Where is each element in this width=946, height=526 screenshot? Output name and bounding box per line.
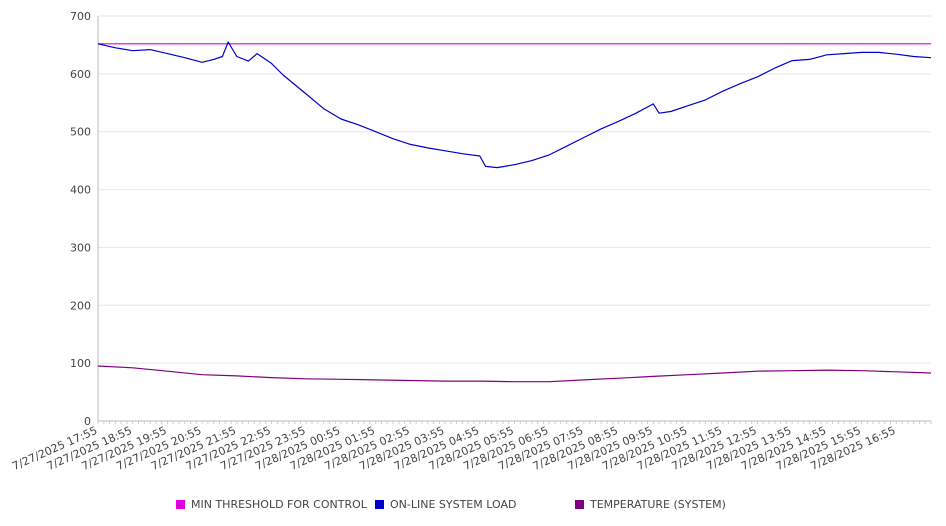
y-tick-label: 500 (70, 126, 91, 139)
legend-swatch-temperature (575, 500, 584, 509)
y-axis-ticks: 0 100 200 300 400 500 600 700 (70, 10, 91, 428)
series-line-2 (97, 365, 932, 383)
y-tick-label: 300 (70, 241, 91, 254)
x-axis-ticks: 7/27/2025 17:557/27/2025 18:557/27/2025 … (10, 424, 897, 473)
y-tick-label: 100 (70, 357, 91, 370)
chart-axes (97, 16, 932, 424)
y-tick-label: 0 (84, 415, 91, 428)
legend-label-temperature: TEMPERATURE (SYSTEM) (590, 498, 726, 511)
legend-item-system-load[interactable]: ON-LINE SYSTEM LOAD (375, 498, 516, 511)
y-tick-label: 400 (70, 184, 91, 197)
y-tick-label: 600 (70, 68, 91, 81)
legend-label-system-load: ON-LINE SYSTEM LOAD (390, 498, 517, 511)
y-tick-label: 700 (70, 10, 91, 23)
chart-legend: MIN THRESHOLD FOR CONTROL ON-LINE SYSTEM… (0, 498, 946, 514)
series-lines (97, 41, 932, 383)
legend-swatch-system-load (375, 500, 384, 509)
grid-lines (98, 15, 931, 364)
legend-label-min-threshold: MIN THRESHOLD FOR CONTROL (191, 498, 367, 511)
legend-item-min-threshold[interactable]: MIN THRESHOLD FOR CONTROL (176, 498, 367, 511)
y-tick-label: 200 (70, 299, 91, 312)
series-line-1 (97, 41, 932, 169)
legend-item-temperature[interactable]: TEMPERATURE (SYSTEM) (575, 498, 726, 511)
legend-swatch-min-threshold (176, 500, 185, 509)
